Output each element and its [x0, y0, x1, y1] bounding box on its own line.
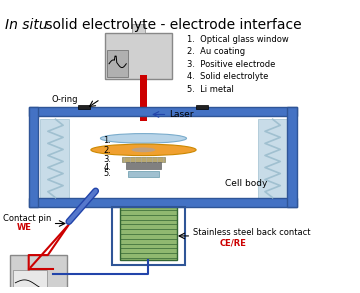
Text: 3.: 3. [103, 155, 111, 164]
Bar [132, 23, 145, 33]
Text: 4.  Solid electrolyte: 4. Solid electrolyte [186, 72, 268, 81]
Text: 1.  Optical glass window: 1. Optical glass window [186, 35, 288, 44]
Text: Contact pin: Contact pin [3, 214, 51, 223]
Text: 2.  Au coating: 2. Au coating [186, 47, 245, 57]
Bar [120, 207, 177, 260]
Bar [29, 107, 297, 116]
Text: 5.: 5. [103, 169, 111, 178]
Text: 2.: 2. [103, 146, 111, 155]
Ellipse shape [100, 134, 186, 143]
Ellipse shape [91, 144, 196, 156]
Text: 5.  Li metal: 5. Li metal [186, 85, 233, 94]
Ellipse shape [131, 147, 156, 152]
Text: In situ: In situ [5, 18, 48, 32]
Bar [258, 119, 287, 198]
Bar [40, 119, 69, 198]
Text: WE: WE [16, 223, 31, 232]
Text: 1.: 1. [103, 136, 111, 145]
Text: Cell body: Cell body [225, 179, 267, 188]
Bar [128, 171, 159, 177]
Text: Laser: Laser [169, 110, 194, 119]
Text: Stainless steel back contact: Stainless steel back contact [193, 228, 311, 237]
Text: 4.: 4. [103, 163, 111, 172]
Bar [126, 162, 161, 169]
Bar [122, 156, 165, 162]
Bar [29, 198, 297, 207]
Bar [107, 50, 128, 77]
Text: O-ring: O-ring [52, 95, 78, 104]
Bar [13, 270, 47, 293]
Bar [140, 75, 147, 121]
Text: solid electrolyte - electrode interface: solid electrolyte - electrode interface [41, 18, 302, 32]
FancyBboxPatch shape [10, 255, 67, 293]
Bar [78, 105, 90, 109]
Text: 3.  Positive electrode: 3. Positive electrode [186, 60, 275, 69]
FancyBboxPatch shape [105, 33, 172, 79]
Bar [196, 105, 208, 109]
Text: CE/RE: CE/RE [220, 238, 247, 247]
Bar [112, 207, 185, 265]
Bar [287, 107, 297, 207]
Bar [29, 107, 38, 207]
